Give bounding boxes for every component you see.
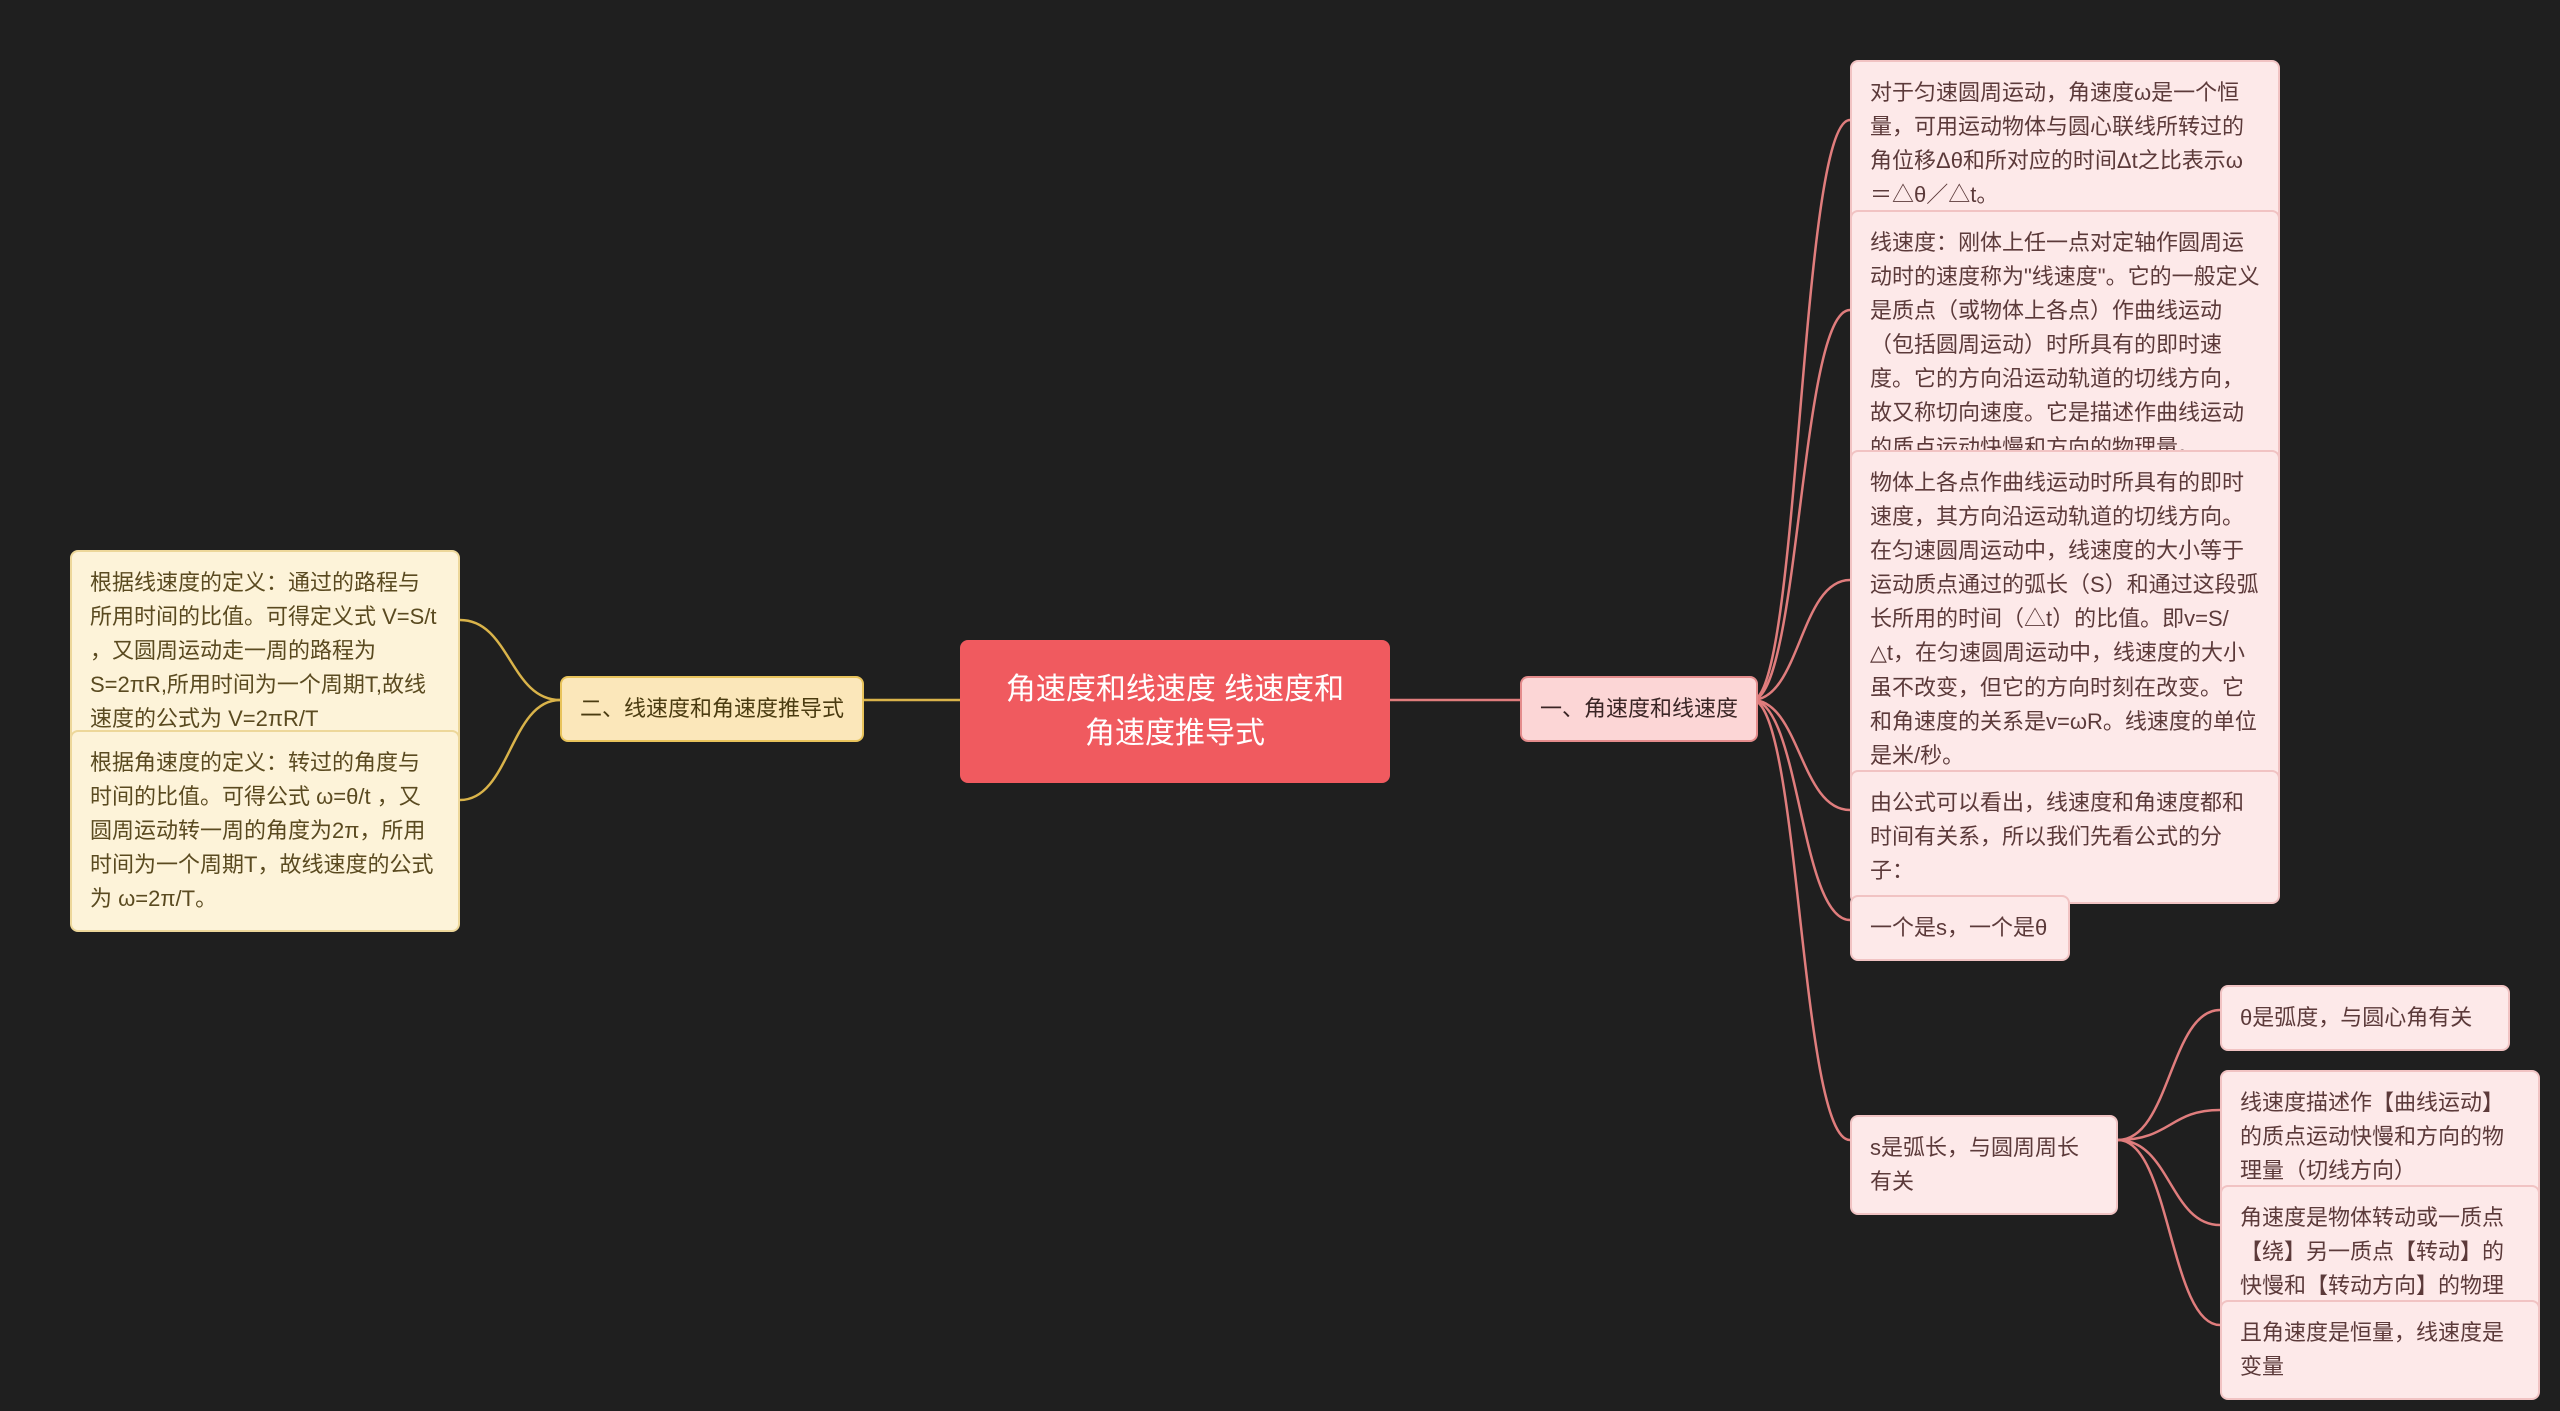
branch-right[interactable]: 一、角速度和线速度: [1520, 676, 1758, 742]
leaf-r4-text: 由公式可以看出，线速度和角速度都和时间有关系，所以我们先看公式的分子：: [1870, 790, 2244, 883]
leaf-r2-text: 线速度：刚体上任一点对定轴作圆周运动时的速度称为"线速度"。它的一般定义是质点（…: [1870, 230, 2260, 460]
leaf-r6[interactable]: s是弧长，与圆周周长有关: [1850, 1115, 2118, 1215]
leaf-l2-text: 根据角速度的定义：转过的角度与时间的比值。可得公式 ω=θ/t ，又圆周运动转一…: [90, 750, 433, 911]
leaf-r5[interactable]: 一个是s，一个是θ: [1850, 895, 2070, 961]
leaf-r6a[interactable]: θ是弧度，与圆心角有关: [2220, 985, 2510, 1051]
leaf-r2[interactable]: 线速度：刚体上任一点对定轴作圆周运动时的速度称为"线速度"。它的一般定义是质点（…: [1850, 210, 2280, 481]
leaf-r1[interactable]: 对于匀速圆周运动，角速度ω是一个恒量，可用运动物体与圆心联线所转过的角位移Δθ和…: [1850, 60, 2280, 228]
leaf-r3-text: 物体上各点作曲线运动时所具有的即时速度，其方向沿运动轨道的切线方向。在匀速圆周运…: [1870, 470, 2259, 768]
root-node[interactable]: 角速度和线速度 线速度和 角速度推导式: [960, 640, 1390, 783]
leaf-r5-text: 一个是s，一个是θ: [1870, 915, 2047, 940]
leaf-r6b-text: 线速度描述作【曲线运动】的质点运动快慢和方向的物理量（切线方向）: [2240, 1090, 2504, 1183]
branch-left-label: 二、线速度和角速度推导式: [580, 696, 844, 721]
leaf-r6d-text: 且角速度是恒量，线速度是变量: [2240, 1320, 2504, 1379]
leaf-r4[interactable]: 由公式可以看出，线速度和角速度都和时间有关系，所以我们先看公式的分子：: [1850, 770, 2280, 904]
leaf-r6d[interactable]: 且角速度是恒量，线速度是变量: [2220, 1300, 2540, 1400]
root-line1: 角速度和线速度 线速度和: [994, 668, 1356, 712]
leaf-r3[interactable]: 物体上各点作曲线运动时所具有的即时速度，其方向沿运动轨道的切线方向。在匀速圆周运…: [1850, 450, 2280, 789]
leaf-r6a-text: θ是弧度，与圆心角有关: [2240, 1005, 2472, 1030]
root-line2: 角速度推导式: [994, 712, 1356, 756]
leaf-l2[interactable]: 根据角速度的定义：转过的角度与时间的比值。可得公式 ω=θ/t ，又圆周运动转一…: [70, 730, 460, 932]
branch-right-label: 一、角速度和线速度: [1540, 696, 1738, 721]
branch-left[interactable]: 二、线速度和角速度推导式: [560, 676, 864, 742]
leaf-r1-text: 对于匀速圆周运动，角速度ω是一个恒量，可用运动物体与圆心联线所转过的角位移Δθ和…: [1870, 80, 2244, 207]
leaf-l1[interactable]: 根据线速度的定义：通过的路程与所用时间的比值。可得定义式 V=S/t ，又圆周运…: [70, 550, 460, 752]
leaf-l1-text: 根据线速度的定义：通过的路程与所用时间的比值。可得定义式 V=S/t ，又圆周运…: [90, 570, 437, 731]
leaf-r6-text: s是弧长，与圆周周长有关: [1870, 1135, 2079, 1194]
